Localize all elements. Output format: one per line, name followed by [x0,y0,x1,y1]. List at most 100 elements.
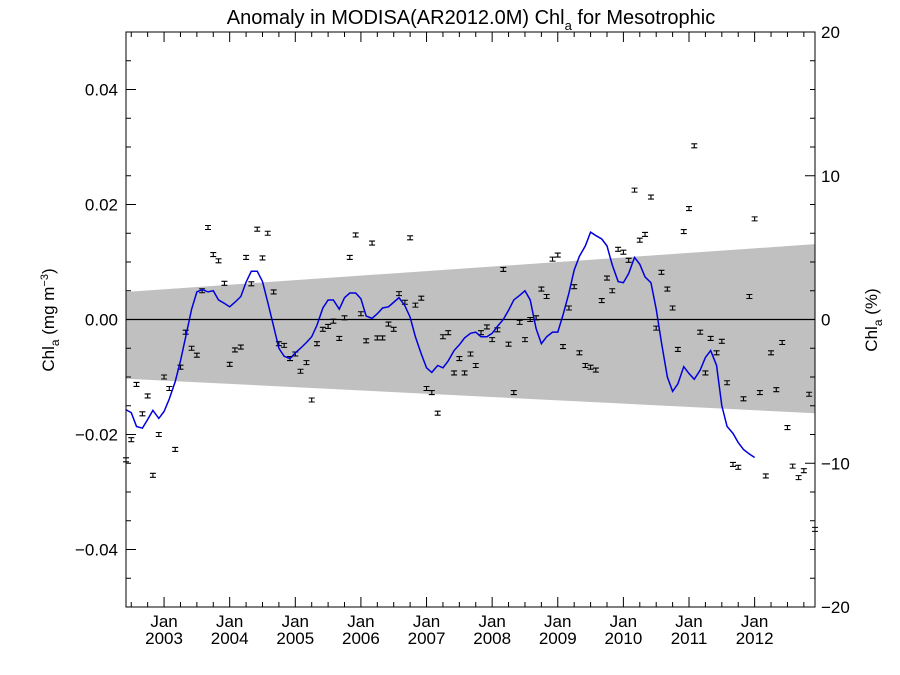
monthly-errorbar [718,338,725,344]
monthly-point [565,305,572,311]
monthly-errorbar [664,286,671,292]
monthly-errorbar [762,473,769,479]
monthly-errorbar [773,387,780,393]
monthly-errorbar [445,330,452,336]
monthly-errorbar [746,293,753,300]
monthly-point [543,293,550,300]
monthly-errorbar [784,425,791,431]
monthly-point [603,275,610,281]
monthly-errorbar [702,370,709,376]
monthly-errorbar [237,344,244,350]
monthly-errorbar [346,254,353,260]
monthly-errorbar [554,252,561,258]
monthly-errorbar [461,370,468,376]
monthly-point [423,385,430,392]
monthly-point [549,256,556,262]
x-tick-year: 2009 [539,629,577,648]
x-tick-year: 2007 [408,629,446,648]
monthly-point [762,473,769,479]
monthly-errorbar [352,232,359,238]
monthly-point [369,240,376,246]
monthly-point [773,387,780,393]
left-y-axis: 0.04 0.02 0.00 −0.02 −0.04 [75,31,136,608]
x-tick-month: Jan [478,612,505,631]
monthly-errorbar [603,275,610,281]
monthly-errorbar [724,380,731,386]
monthly-errorbar [423,385,430,392]
monthly-errorbar [795,475,802,481]
monthly-errorbar [374,335,381,341]
monthly-point [395,291,402,297]
monthly-errorbar [264,230,271,236]
monthly-point [768,350,775,356]
monthly-errorbar [697,329,704,335]
monthly-point [215,258,222,264]
monthly-errorbar [166,385,173,392]
monthly-errorbar [483,324,490,330]
monthly-point [713,350,720,356]
monthly-point [248,281,255,287]
left-tick-label: 0.00 [85,311,118,330]
monthly-point [461,370,468,376]
right-tick-label: −10 [821,454,850,473]
monthly-point [325,323,332,329]
monthly-point [188,345,195,351]
monthly-errorbar [674,346,681,352]
monthly-errorbar [489,337,496,343]
monthly-point [724,380,731,386]
monthly-point [756,389,763,396]
monthly-errorbar [407,235,414,241]
monthly-points-layer [123,143,818,532]
monthly-point [702,370,709,376]
monthly-errorbar [172,446,179,452]
monthly-point [270,289,277,295]
monthly-point [128,437,135,443]
monthly-point [554,252,561,258]
chart-title-rest: for Mesotrophic [572,7,715,29]
monthly-point [401,299,408,305]
monthly-errorbar [565,305,572,311]
monthly-point [374,335,381,341]
monthly-point [505,341,512,347]
monthly-point [149,472,156,478]
monthly-point [625,257,632,263]
x-tick-month: Jan [610,612,637,631]
monthly-point [319,326,326,332]
monthly-errorbar [313,341,320,347]
monthly-errorbar [740,396,747,402]
monthly-errorbar [297,368,304,374]
monthly-point [789,463,796,469]
monthly-point [527,316,534,323]
monthly-errorbar [395,291,402,297]
left-tick-label: −0.02 [75,426,118,445]
monthly-errorbar [609,288,616,294]
monthly-point [631,187,638,193]
smoothed-series-line [125,230,756,459]
x-tick-month: Jan [741,612,768,631]
monthly-point [346,254,353,260]
x-axis: Jan2003Jan2004Jan2005Jan2006Jan2007Jan20… [130,32,805,648]
monthly-errorbar [642,231,649,237]
x-tick-year: 2008 [473,629,511,648]
monthly-errorbar [500,266,507,273]
monthly-point [636,237,643,243]
monthly-point [691,143,698,149]
monthly-point [390,326,397,332]
monthly-point [806,391,813,397]
right-tick-label: 10 [821,167,840,186]
monthly-errorbar [806,391,813,397]
monthly-errorbar [582,362,589,369]
monthly-errorbar [751,216,758,222]
monthly-point [439,334,446,340]
monthly-errorbar [615,246,622,252]
monthly-errorbar [505,341,512,347]
monthly-point [795,475,802,481]
monthly-point [336,335,343,342]
monthly-point [243,254,250,260]
monthly-errorbar [248,281,255,287]
monthly-point [297,368,304,374]
monthly-errorbar [680,228,687,235]
monthly-errorbar [385,321,392,327]
monthly-errorbar [259,255,266,261]
monthly-point [489,337,496,343]
